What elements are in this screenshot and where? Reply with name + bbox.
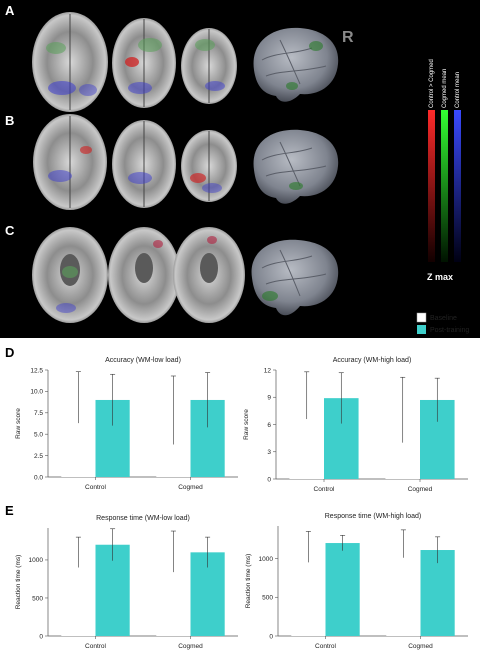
legend-label-post-training: Post-training [430, 327, 469, 334]
legend-swatch-baseline [416, 312, 427, 323]
panel-label-a: A [5, 3, 15, 18]
axial-slice [112, 18, 176, 108]
y-tick-label: 0.0 [34, 474, 43, 481]
y-tick-label: 0 [269, 633, 273, 640]
axial-slice [108, 227, 180, 323]
bar-chart: Accuracy (WM-low load) 0.0 2.5 5.0 7.5 10.0 12… [15, 357, 238, 491]
brain-row-b [33, 114, 339, 210]
x-tick-label: Cogmed [408, 643, 433, 650]
brain-row-a [32, 12, 339, 112]
y-axis-label: Raw score [15, 408, 22, 439]
lateral-brain-render [253, 27, 339, 102]
colorbar-label-control-gt-cogmed: Control > Cogmed [429, 59, 435, 108]
y-axis-label: Reaction time (ms) [245, 554, 252, 609]
axial-slice [33, 114, 107, 210]
bar-charts: Accuracy (WM-low load) 0.0 2.5 5.0 7.5 10.0 12… [15, 357, 468, 650]
y-tick-label: 3 [267, 449, 271, 456]
colorbar-blue [454, 110, 461, 262]
y-tick-label: 500 [32, 595, 43, 602]
y-tick-label: 12 [264, 367, 272, 374]
axial-slice [181, 28, 237, 104]
axial-slice [112, 120, 176, 208]
chart-title: Response time (WM-high load) [325, 513, 421, 520]
x-tick-label: Control [315, 643, 337, 650]
y-tick-label: 2.5 [34, 453, 43, 460]
bar-chart: Response time (WM-low load) 0 500 1000 React… [15, 515, 238, 650]
chart-title: Accuracy (WM-high load) [333, 357, 412, 364]
bar-chart: Accuracy (WM-high load) 0 3 6 9 12 Raw score Co… [243, 357, 468, 493]
x-tick-label: Control [314, 486, 336, 493]
y-tick-label: 1000 [259, 556, 274, 563]
chart-title: Accuracy (WM-low load) [105, 357, 181, 364]
colorbar-label-cogmed-mean: Cogmed mean [442, 69, 448, 108]
y-tick-label: 6 [267, 422, 271, 429]
panel-label-e: E [5, 503, 14, 518]
y-tick-label: 1000 [29, 557, 44, 564]
bar [386, 543, 421, 636]
axial-slice [173, 227, 245, 323]
bar [325, 543, 360, 636]
panel-label-c: C [5, 223, 15, 238]
x-tick-label: Control [85, 484, 107, 491]
bar [420, 550, 455, 636]
legend-swatch-post-training [417, 325, 426, 334]
brain-row-c [32, 227, 339, 323]
chart-title: Response time (WM-low load) [96, 515, 190, 522]
panel-label-b: B [5, 113, 14, 128]
x-tick-label: Control [85, 643, 107, 650]
panel-label-d: D [5, 345, 14, 360]
lateral-brain-render [251, 239, 339, 316]
y-tick-label: 0 [39, 633, 43, 640]
colorbar-red [428, 110, 435, 262]
y-tick-label: 10.0 [30, 389, 43, 396]
y-tick-label: 7.5 [34, 410, 43, 417]
axial-slice [181, 130, 237, 202]
axial-slice [32, 12, 108, 112]
orientation-label: R [342, 29, 354, 46]
y-tick-label: 5.0 [34, 432, 43, 439]
lateral-brain-render [253, 129, 339, 204]
bar-chart: Response time (WM-high load) 0 500 1000 Reac… [245, 513, 468, 650]
y-tick-label: 12.5 [30, 367, 43, 374]
chart-legend: Baseline Post-training [416, 312, 469, 334]
y-axis-label: Reaction time (ms) [15, 555, 22, 610]
colorbar-label-control-mean: Control mean [455, 72, 461, 108]
y-tick-label: 9 [267, 395, 271, 402]
colorbar-legend: Control > Cogmed Cogmed mean Control mea… [427, 59, 461, 282]
y-tick-label: 0 [267, 476, 271, 483]
x-tick-label: Cogmed [178, 484, 203, 491]
x-tick-label: Cogmed [178, 643, 203, 650]
y-tick-label: 500 [262, 595, 273, 602]
x-tick-label: Cogmed [408, 486, 433, 493]
y-axis-label: Raw score [243, 409, 250, 440]
axial-slice [32, 227, 108, 323]
zmax-label: Z max [427, 272, 453, 282]
colorbar-green [441, 110, 448, 262]
legend-label-baseline: Baseline [430, 315, 457, 322]
